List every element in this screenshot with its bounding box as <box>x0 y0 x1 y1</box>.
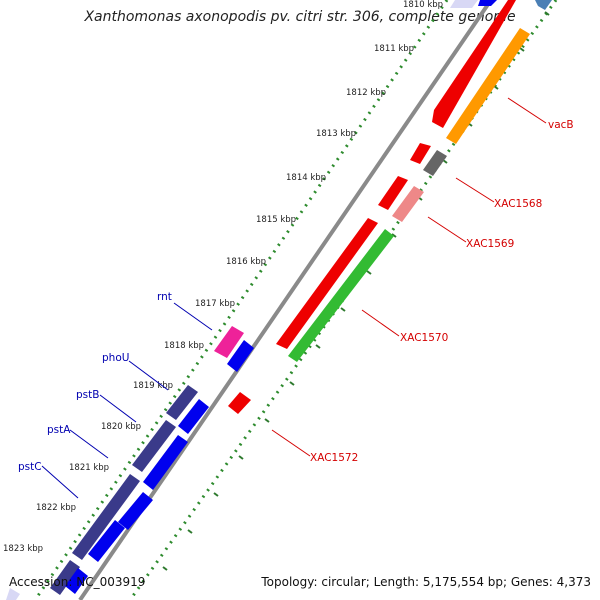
gene-XAC1569[interactable] <box>392 186 424 222</box>
leader-vacB <box>507 97 547 124</box>
label-rnt[interactable]: rnt <box>157 291 172 303</box>
tick-label: 1813 kbp <box>316 129 356 139</box>
tick-label: 1814 kbp <box>286 173 326 183</box>
tick-label: 1819 kbp <box>133 381 173 391</box>
gene-XAC1570[interactable] <box>288 229 394 362</box>
gene-phoU[interactable] <box>166 385 198 420</box>
tick-label: 1811 kbp <box>374 44 414 54</box>
gene-pstC[interactable] <box>50 560 80 595</box>
gene-inner-blue-2[interactable] <box>178 399 209 434</box>
gene-red-1[interactable] <box>432 0 516 128</box>
gene-bottom-lavender[interactable] <box>6 588 20 600</box>
genome-summary: Topology: circular; Length: 5,175,554 bp… <box>261 575 591 589</box>
leader-phoU <box>128 360 169 391</box>
accession-label: Accession: NC_003919 <box>9 575 146 589</box>
tick-label: 1821 kbp <box>69 463 109 473</box>
gene-partial-blue[interactable] <box>478 0 497 6</box>
leader-XAC1568 <box>455 177 495 203</box>
gene-inner-blue-6[interactable] <box>65 568 88 594</box>
leader-XAC1572 <box>271 429 311 457</box>
gene-inner-blue-3[interactable] <box>143 435 188 490</box>
label-XAC1570[interactable]: XAC1570 <box>400 332 448 344</box>
tick-label: 1820 kbp <box>101 422 141 432</box>
gene-inner-blue-1[interactable] <box>227 340 254 372</box>
leader-pstA <box>69 429 109 459</box>
tick-labels: 1810 kbp 1811 kbp 1812 kbp 1813 kbp 1814… <box>3 0 443 554</box>
gene-red-2[interactable] <box>410 143 431 164</box>
gene-rnt[interactable] <box>214 326 244 358</box>
label-vacB[interactable]: vacB <box>548 119 574 131</box>
gene-partial-lavender[interactable] <box>450 0 478 8</box>
tick-label: 1816 kbp <box>226 257 266 267</box>
tick-label: 1822 kbp <box>36 503 76 513</box>
leader-XAC1569 <box>427 216 467 243</box>
leader-pstC <box>41 465 79 499</box>
tick-label: 1812 kbp <box>346 88 386 98</box>
tick-track <box>33 0 449 600</box>
gene-inner-blue-4[interactable] <box>118 492 153 530</box>
label-pstB[interactable]: pstB <box>76 389 99 401</box>
label-XAC1572[interactable]: XAC1572 <box>310 452 358 464</box>
tick-label: 1823 kbp <box>3 544 43 554</box>
label-pstA[interactable]: pstA <box>47 424 71 436</box>
label-pstC[interactable]: pstC <box>18 461 42 473</box>
leader-lines <box>41 97 547 499</box>
gene-partial-steelblue[interactable] <box>535 0 552 10</box>
map-title: Xanthomonas axonopodis pv. citri str. 30… <box>84 9 516 25</box>
label-XAC1569[interactable]: XAC1569 <box>466 238 514 250</box>
tick-label: 1815 kbp <box>256 215 296 225</box>
gene-inner-blue-5[interactable] <box>88 520 125 562</box>
leader-rnt <box>173 302 213 331</box>
tick-label: 1817 kbp <box>195 299 235 309</box>
gene-red-xac1572[interactable] <box>228 392 251 414</box>
tick-label: 1810 kbp <box>403 0 443 10</box>
gene-XAC1568[interactable] <box>423 150 447 176</box>
gene-red-4[interactable] <box>276 218 378 349</box>
gene-pstA[interactable] <box>72 474 140 560</box>
tick-label: 1818 kbp <box>164 341 204 351</box>
leader-XAC1570 <box>361 309 400 337</box>
leader-pstB <box>99 394 137 423</box>
gene-vacB[interactable] <box>446 28 530 144</box>
gene-red-3[interactable] <box>378 176 408 210</box>
label-XAC1568[interactable]: XAC1568 <box>494 198 542 210</box>
gene-pstB[interactable] <box>132 420 176 472</box>
label-phoU[interactable]: phoU <box>102 352 129 364</box>
